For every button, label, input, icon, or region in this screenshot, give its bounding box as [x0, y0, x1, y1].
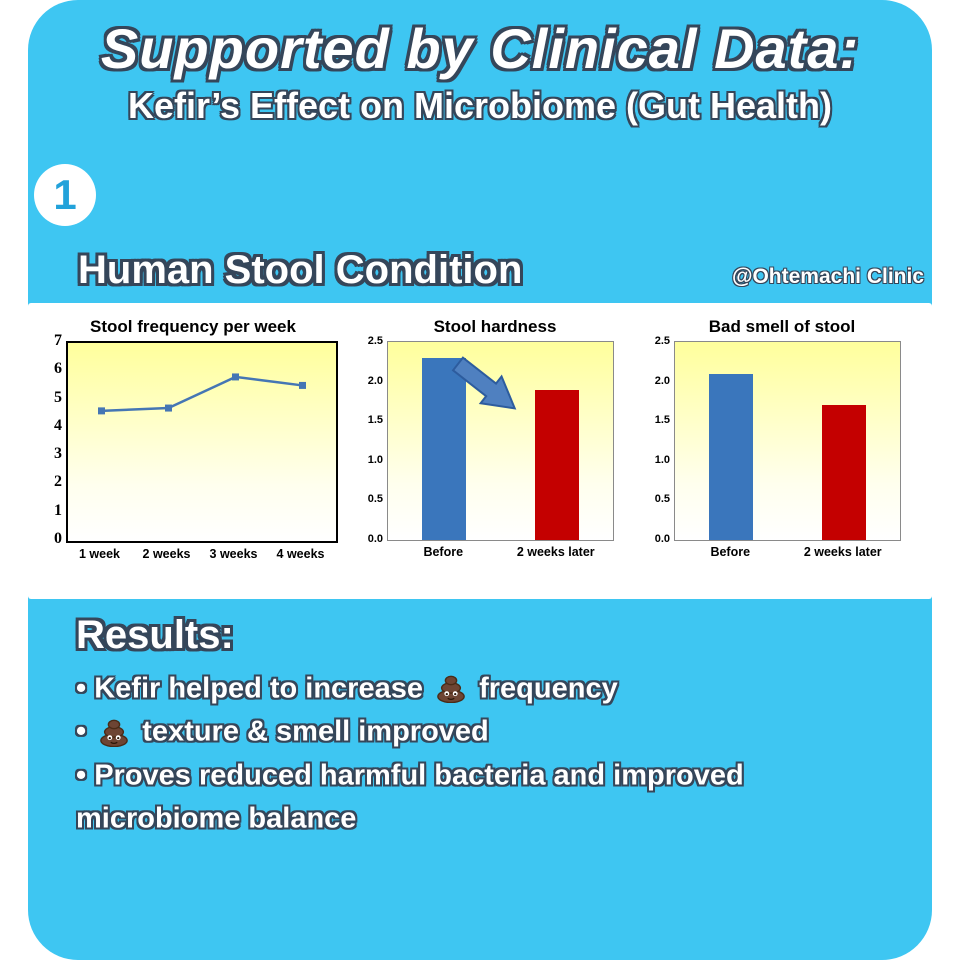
y-tick-label: 6	[54, 360, 62, 378]
chart-plot-area	[66, 341, 338, 543]
line-series	[98, 373, 306, 415]
bullet-text: texture & smell improved	[134, 715, 489, 748]
chart-stool-hardness: Stool hardness 0.0 0.5 1.0 1.5 2.0 2.5 Before 2 …	[355, 317, 635, 559]
chart-bad-smell: Bad smell of stool 0.0 0.5 1.0 1.5 2.0 2.5 Befo…	[642, 317, 922, 559]
y-tick-label: 2.0	[654, 374, 670, 387]
poop-icon	[94, 716, 134, 748]
poop-icon	[431, 672, 471, 704]
chart-title: Stool frequency per week	[90, 317, 296, 336]
y-axis: 0.0 0.5 1.0 1.5 2.0 2.5	[355, 335, 387, 545]
step-number-badge: 1	[34, 164, 96, 226]
x-tick-label: Before	[710, 545, 751, 559]
y-tick-label: 2.5	[367, 335, 383, 347]
y-tick-label: 1	[54, 501, 62, 519]
x-tick-label: 2 weeks later	[803, 545, 882, 559]
y-tick-label: 0.5	[654, 493, 670, 506]
y-tick-label: 5	[54, 388, 62, 406]
chart-title: Bad smell of stool	[708, 317, 856, 336]
bullet-text: frequency	[471, 672, 618, 705]
y-tick-label: 0.5	[367, 493, 383, 506]
x-tick-label: 2 weeks later	[516, 545, 595, 559]
bar-after	[821, 405, 866, 540]
poop-icon	[100, 719, 129, 747]
chart-body: 0 1 2 3 4 5 6 7	[38, 332, 348, 547]
x-tick-label: 3 weeks	[209, 547, 258, 561]
y-tick-label: 1.5	[367, 414, 383, 427]
x-tick-label: Before	[423, 545, 464, 559]
chart-plot-area	[674, 341, 901, 541]
x-axis-labels: Before 2 weeks later	[387, 545, 612, 559]
results-section: Results: • Kefir helped to increase freq…	[28, 599, 932, 839]
credit-handle: @Ohtemachi Clinic	[731, 265, 924, 288]
y-tick-label: 3	[54, 445, 62, 463]
y-tick-label: 0.0	[367, 533, 383, 545]
chart-title: Stool hardness	[433, 317, 557, 336]
page-title: Supported by Clinical Data:	[100, 17, 860, 80]
charts-panel: Stool frequency per week 0 1 2 3 4 5 6 7 1 week 2 …	[28, 303, 932, 599]
infographic-canvas: Supported by Clinical Data: Kefir’s Effe…	[28, 0, 932, 960]
x-axis-labels: 1 week 2 weeks 3 weeks 4 weeks	[66, 547, 334, 561]
bullet-text: •	[76, 715, 95, 748]
results-bullet: • Kefir helped to increase frequency	[76, 666, 912, 709]
y-tick-label: 1.5	[654, 414, 670, 427]
y-tick-label: 2.0	[367, 374, 383, 387]
chart-body: 0.0 0.5 1.0 1.5 2.0 2.5	[355, 335, 635, 545]
x-tick-label: 2 weeks	[142, 547, 191, 561]
results-bullet: • texture & smell improved	[76, 709, 912, 752]
results-heading: Results:	[76, 613, 234, 657]
bar-after	[534, 389, 579, 540]
results-bullets: • Kefir helped to increase frequency • te…	[76, 666, 912, 839]
y-tick-label: 2	[54, 473, 62, 491]
y-tick-label: 4	[54, 416, 62, 434]
bar-before	[422, 357, 467, 540]
section-title: Human Stool Condition	[78, 248, 523, 292]
bullet-text: • Proves reduced harmful bacteria and im…	[76, 759, 744, 792]
y-tick-label: 7	[54, 332, 62, 349]
y-axis: 0 1 2 3 4 5 6 7	[38, 332, 66, 547]
y-axis: 0.0 0.5 1.0 1.5 2.0 2.5	[642, 335, 674, 545]
results-bullet: microbiome balance	[76, 796, 912, 839]
poop-icon	[437, 675, 465, 704]
y-tick-label: 2.5	[654, 335, 670, 347]
y-tick-label: 1.0	[367, 453, 383, 466]
page-subtitle: Kefir’s Effect on Microbiome (Gut Health…	[127, 85, 833, 126]
bar-before	[709, 373, 754, 540]
x-axis-labels: Before 2 weeks later	[674, 545, 899, 559]
bullet-text: • Kefir helped to increase	[76, 672, 432, 705]
x-tick-label: 4 weeks	[276, 547, 325, 561]
y-tick-label: 1.0	[654, 453, 670, 466]
chart-plot-area	[387, 341, 614, 541]
bullet-text: microbiome balance	[76, 802, 357, 835]
chart-stool-frequency: Stool frequency per week 0 1 2 3 4 5 6 7 1 week 2 …	[38, 317, 348, 561]
y-tick-label: 0.0	[654, 533, 670, 545]
chart-body: 0.0 0.5 1.0 1.5 2.0 2.5	[642, 335, 922, 545]
x-tick-label: 1 week	[78, 547, 120, 561]
y-tick-label: 0	[54, 530, 62, 547]
results-bullet: • Proves reduced harmful bacteria and im…	[76, 753, 912, 796]
section-header-row: Human Stool Condition @Ohtemachi Clinic	[28, 249, 932, 291]
